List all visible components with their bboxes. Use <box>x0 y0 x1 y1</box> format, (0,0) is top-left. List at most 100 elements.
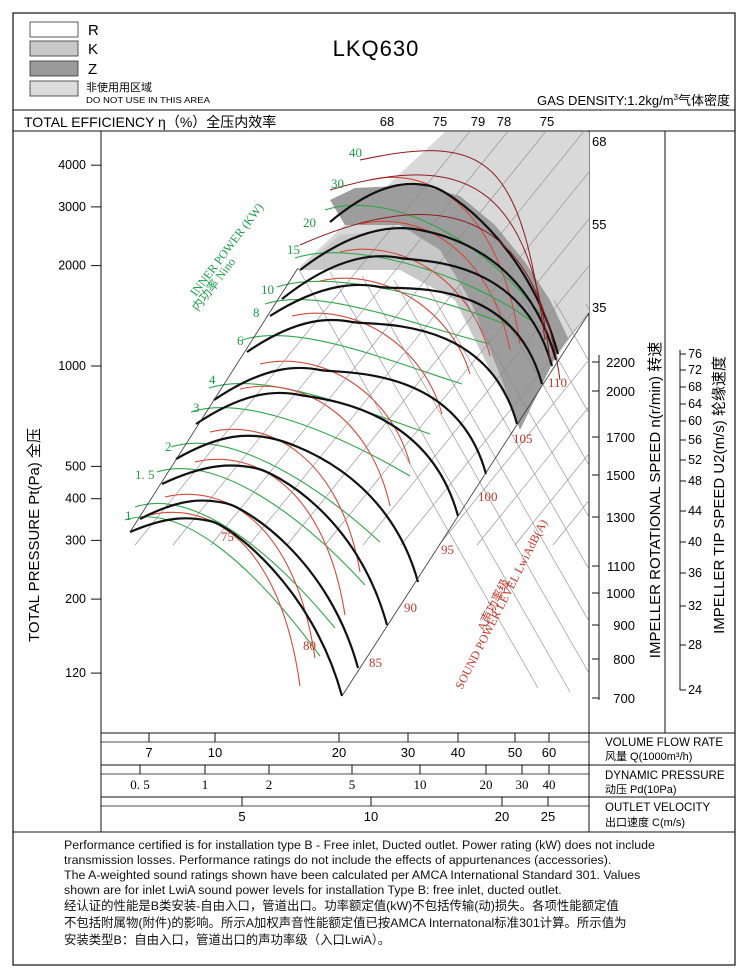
tip-tick-label: 40 <box>688 535 702 549</box>
vel-scale-label-cn: 出口速度 C(m/s) <box>605 815 685 829</box>
flow-scale-label-cn: 风量 Q(1000m³/h) <box>605 750 692 763</box>
sound-power-value: 95 <box>441 542 454 557</box>
tip-tick-label: 64 <box>688 397 702 411</box>
grid-diagonal <box>324 218 589 546</box>
rot-tick-label: 1000 <box>606 586 635 601</box>
inner-power-line <box>241 334 463 385</box>
inner-power-line <box>264 299 491 345</box>
inner-power-value: 2 <box>165 439 172 454</box>
speed-limit-curves <box>299 150 561 381</box>
notes: Performance certified is for installatio… <box>64 838 734 949</box>
dynamic-pressure-scale: 0. 5 1 2 5 10 20 30 40 <box>130 765 556 792</box>
y-tick-label: 120 <box>65 666 86 680</box>
vel-scale-label: OUTLET VELOCITY <box>605 802 711 814</box>
legend-swatch-nouse <box>29 80 79 97</box>
fan-speed-curve <box>329 182 560 355</box>
dyn-tick-label: 30 <box>516 777 529 792</box>
fan-speed-curve <box>129 517 344 697</box>
inner-power-value: 10 <box>261 282 274 297</box>
legend-label-r: R <box>88 22 99 39</box>
tip-tick-label: 56 <box>688 433 702 447</box>
y-tick-label: 500 <box>65 459 86 473</box>
upper-speed-ticks: 68 55 35 <box>592 134 606 315</box>
inner-power-line <box>170 442 381 543</box>
flow-tick-label: 7 <box>145 745 152 760</box>
efficiency-grid-lines <box>134 132 589 693</box>
vel-tick-label: 20 <box>495 809 509 824</box>
legend-sublabel-nouse: DO NOT USE IN THIS AREA <box>86 96 211 105</box>
efficiency-tick: 75 <box>540 114 554 129</box>
inner-power-value: 8 <box>253 305 260 320</box>
fan-speed-curve <box>139 499 360 669</box>
dyn-tick-label: 5 <box>349 777 356 792</box>
inner-power-line <box>208 382 431 435</box>
sound-power-lines <box>149 176 521 687</box>
inner-power-line <box>190 407 411 477</box>
tip-tick-label: 52 <box>688 453 702 467</box>
efficiency-header-label: TOTAL EFFICIENCY η（%）全压内效率 <box>24 114 276 130</box>
page-title: LKQ630 <box>333 36 420 61</box>
plot-frame <box>100 130 590 734</box>
legend-swatch-z <box>29 60 79 77</box>
grid-diagonal <box>172 132 508 546</box>
legend-label-nouse: 非使用用区域 <box>86 81 152 94</box>
tip-tick-label: 60 <box>688 414 702 428</box>
note-line: The A-weighted sound ratings shown have … <box>64 868 641 882</box>
speed-limit-curve <box>299 213 561 381</box>
flow-tick-label: 40 <box>451 745 465 760</box>
sound-power-line <box>239 385 391 507</box>
y-tick-label: 1000 <box>58 359 86 373</box>
inner-power-line <box>124 516 321 657</box>
gas-density: GAS DENSITY:1.2kg/m3气体密度 <box>537 93 730 108</box>
inner-power-line <box>134 503 336 629</box>
tip-tick-label: 48 <box>688 474 702 488</box>
y-axis-label: TOTAL PRESSURE Pt(Pa) 全压 <box>25 428 43 642</box>
dyn-scale-label-cn: 动压 Pd(10Pa) <box>605 783 677 796</box>
y-axis-ticks: 120 200 300 400 500 1000 2000 3000 4000 <box>58 158 101 680</box>
grid-diagonal <box>362 265 589 546</box>
tip-tick-label: 76 <box>688 347 702 361</box>
grid-diagonal <box>400 312 589 546</box>
fan-speed-curve <box>246 318 519 425</box>
fan-speed-curve <box>161 464 389 626</box>
sound-power-labels: 75 80 85 90 95 100 105 110 <box>221 375 567 670</box>
sound-power-value: 90 <box>404 600 417 615</box>
y-tick-label: 2000 <box>58 259 86 273</box>
sound-power-line <box>194 458 346 616</box>
sound-power-value: 100 <box>478 489 498 504</box>
tip-tick-label: 72 <box>688 363 702 377</box>
flow-tick-label: 60 <box>542 745 556 760</box>
rot-tick-label: 1700 <box>606 430 635 445</box>
rot-tick-label: 700 <box>613 691 635 706</box>
inner-power-line <box>156 468 366 586</box>
tip-tick-label: 24 <box>688 683 702 697</box>
grid-diagonal <box>521 295 589 414</box>
right-boundary-line <box>341 312 590 697</box>
note-line: shown are for inlet LwiA sound power lev… <box>64 883 562 897</box>
grid-diagonal <box>457 287 589 518</box>
upper-speed-label: 68 <box>592 134 606 149</box>
sound-power-line <box>359 220 511 351</box>
efficiency-tick: 75 <box>433 114 447 129</box>
efficiency-tick: 68 <box>380 114 394 129</box>
fan-speed-curves <box>129 182 560 697</box>
grid-diagonal <box>286 171 589 546</box>
note-line: transmission losses. Performance ratings… <box>64 853 612 867</box>
fan-speed-curve <box>175 434 420 583</box>
zone-z <box>330 185 568 430</box>
legend-swatch-r <box>29 21 79 38</box>
grid-diagonal <box>134 132 470 546</box>
lower-boundary-line <box>129 267 299 533</box>
flow-tick-label: 50 <box>508 745 522 760</box>
fan-speed-curve <box>281 255 554 367</box>
grid-diagonal <box>210 132 546 546</box>
rot-tick-label: 2200 <box>606 355 635 370</box>
upper-speed-label: 35 <box>592 300 606 315</box>
outer-frame <box>12 12 736 966</box>
tip-tick-label: 68 <box>688 380 702 394</box>
grid-diagonal <box>248 132 584 546</box>
y-tick-label: 3000 <box>58 200 86 214</box>
sound-power-line <box>291 312 443 415</box>
